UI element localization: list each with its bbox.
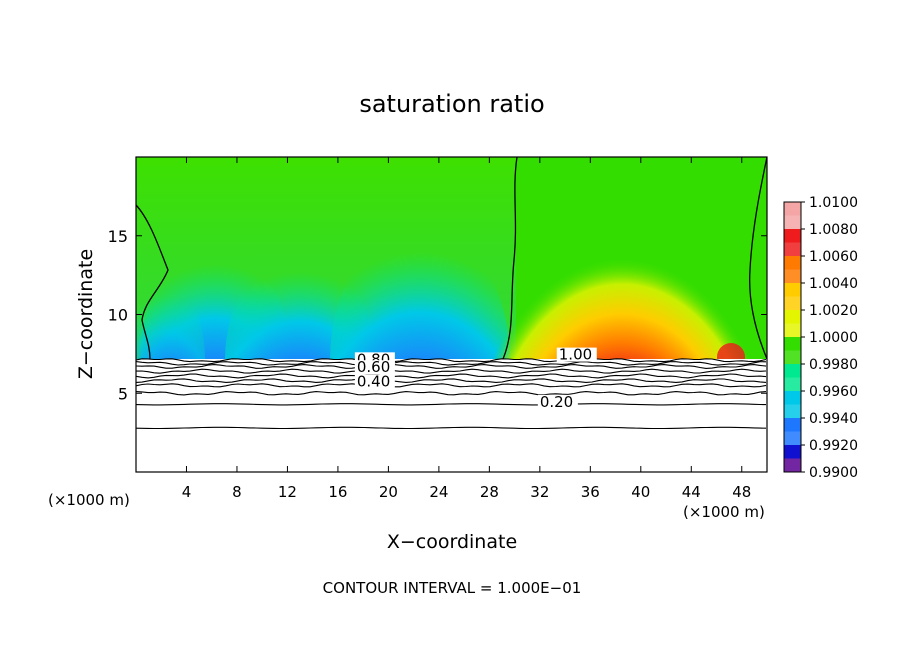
colorbar-swatch xyxy=(784,337,801,351)
contour-line xyxy=(135,426,767,430)
colorbar-swatch xyxy=(784,229,801,243)
colorbar-swatch xyxy=(784,391,801,405)
colorbar-label: 1.0100 xyxy=(809,195,858,211)
contour-line xyxy=(135,364,767,369)
x-unit-right: (×1000 m) xyxy=(683,503,765,521)
saturation-field xyxy=(136,157,767,359)
x-tick-label: 16 xyxy=(328,483,347,501)
contour-label-bg xyxy=(537,394,578,409)
colorbar-swatch xyxy=(784,269,801,283)
x-tick-label: 8 xyxy=(232,483,242,501)
colorbar-swatch xyxy=(784,310,801,324)
colorbar-swatch xyxy=(784,202,801,216)
x-tick-label: 4 xyxy=(182,483,192,501)
plot-area: 1.000.800.600.400.20 4 8 12 16 20 24 28 32 36 40 4… xyxy=(108,156,768,501)
colorbar-label: 1.0080 xyxy=(809,222,858,238)
colorbar-swatch xyxy=(784,283,801,297)
x-tick-label: 24 xyxy=(429,483,448,501)
colorbar: 1.0100 1.0080 1.0060 1.0040 1.0020 1.0000 0.99… xyxy=(783,195,858,481)
contour-label-bg xyxy=(354,360,395,375)
x-tick-label: 32 xyxy=(530,483,549,501)
contour-label-bg xyxy=(556,347,597,362)
colorbar-label: 1.0020 xyxy=(809,303,858,319)
colorbar-swatch xyxy=(784,256,801,270)
chart-title: saturation ratio xyxy=(359,90,544,118)
x-tick-label: 28 xyxy=(480,483,499,501)
contour-line xyxy=(135,383,767,388)
x-axis-label: X−coordinate xyxy=(387,531,517,553)
colorbar-label: 0.9980 xyxy=(809,357,858,373)
contour-line xyxy=(135,358,767,363)
colorbar-swatch xyxy=(784,445,801,459)
contour-label: 0.20 xyxy=(540,393,573,411)
contour-label: 0.40 xyxy=(357,372,390,390)
colorbar-label: 1.0040 xyxy=(809,276,858,292)
y-tick-label: 10 xyxy=(108,306,128,325)
colorbar-swatch xyxy=(784,323,801,337)
contour-one-mid xyxy=(502,157,518,359)
contour-line xyxy=(135,391,767,396)
x-tick-label: 12 xyxy=(278,483,297,501)
contour-line xyxy=(135,368,767,374)
y-tick-label: 15 xyxy=(108,227,128,246)
colorbar-label: 0.9960 xyxy=(809,384,858,400)
colorbar-swatch xyxy=(784,418,801,432)
contour-lines xyxy=(135,358,767,430)
colorbar-swatch xyxy=(784,364,801,378)
y-tick-label: 5 xyxy=(118,384,128,403)
contour-label: 0.60 xyxy=(357,358,390,376)
colorbar-swatch xyxy=(784,404,801,418)
colorbar-swatch xyxy=(784,350,801,364)
colorbar-label: 0.9920 xyxy=(809,438,858,454)
colorbar-swatch xyxy=(784,377,801,391)
contour-label-bg xyxy=(354,374,395,389)
colorbar-label: 0.9940 xyxy=(809,411,858,427)
y-axis-ticks: 5 10 15 xyxy=(108,227,767,403)
contour-line xyxy=(135,373,767,379)
x-unit-left: (×1000 m) xyxy=(48,491,130,509)
contour-interval-footer: CONTOUR INTERVAL = 1.000E−01 xyxy=(323,579,582,597)
cold-region-d xyxy=(136,280,205,359)
colorbar-label: 1.0060 xyxy=(809,249,858,265)
contour-line xyxy=(135,361,767,366)
contour-label: 1.00 xyxy=(559,346,592,364)
x-tick-label: 48 xyxy=(732,483,751,501)
y-axis-label: Z−coordinate xyxy=(75,249,97,379)
colorbar-label: 1.0000 xyxy=(809,330,858,346)
cold-region-c xyxy=(330,225,510,359)
contour-line xyxy=(135,378,767,383)
contour-labels: 1.000.800.600.400.20 xyxy=(354,346,597,411)
x-tick-label: 36 xyxy=(581,483,600,501)
warm-spot-small xyxy=(717,343,745,359)
colorbar-swatch xyxy=(784,431,801,445)
contour-one-left xyxy=(136,204,169,359)
warm-region xyxy=(493,200,751,359)
contour-one-right xyxy=(749,157,767,359)
colorbar-label: 0.9900 xyxy=(809,465,858,481)
x-tick-label: 40 xyxy=(631,483,650,501)
x-tick-label: 20 xyxy=(379,483,398,501)
x-tick-label: 44 xyxy=(682,483,701,501)
x-axis-ticks: 4 8 12 16 20 24 28 32 36 40 44 48 xyxy=(182,157,751,501)
colorbar-swatch xyxy=(784,296,801,310)
contour-line xyxy=(135,403,767,406)
colorbar-swatch xyxy=(784,242,801,256)
colorbar-swatch xyxy=(784,458,801,472)
colorbar-swatch xyxy=(784,215,801,229)
